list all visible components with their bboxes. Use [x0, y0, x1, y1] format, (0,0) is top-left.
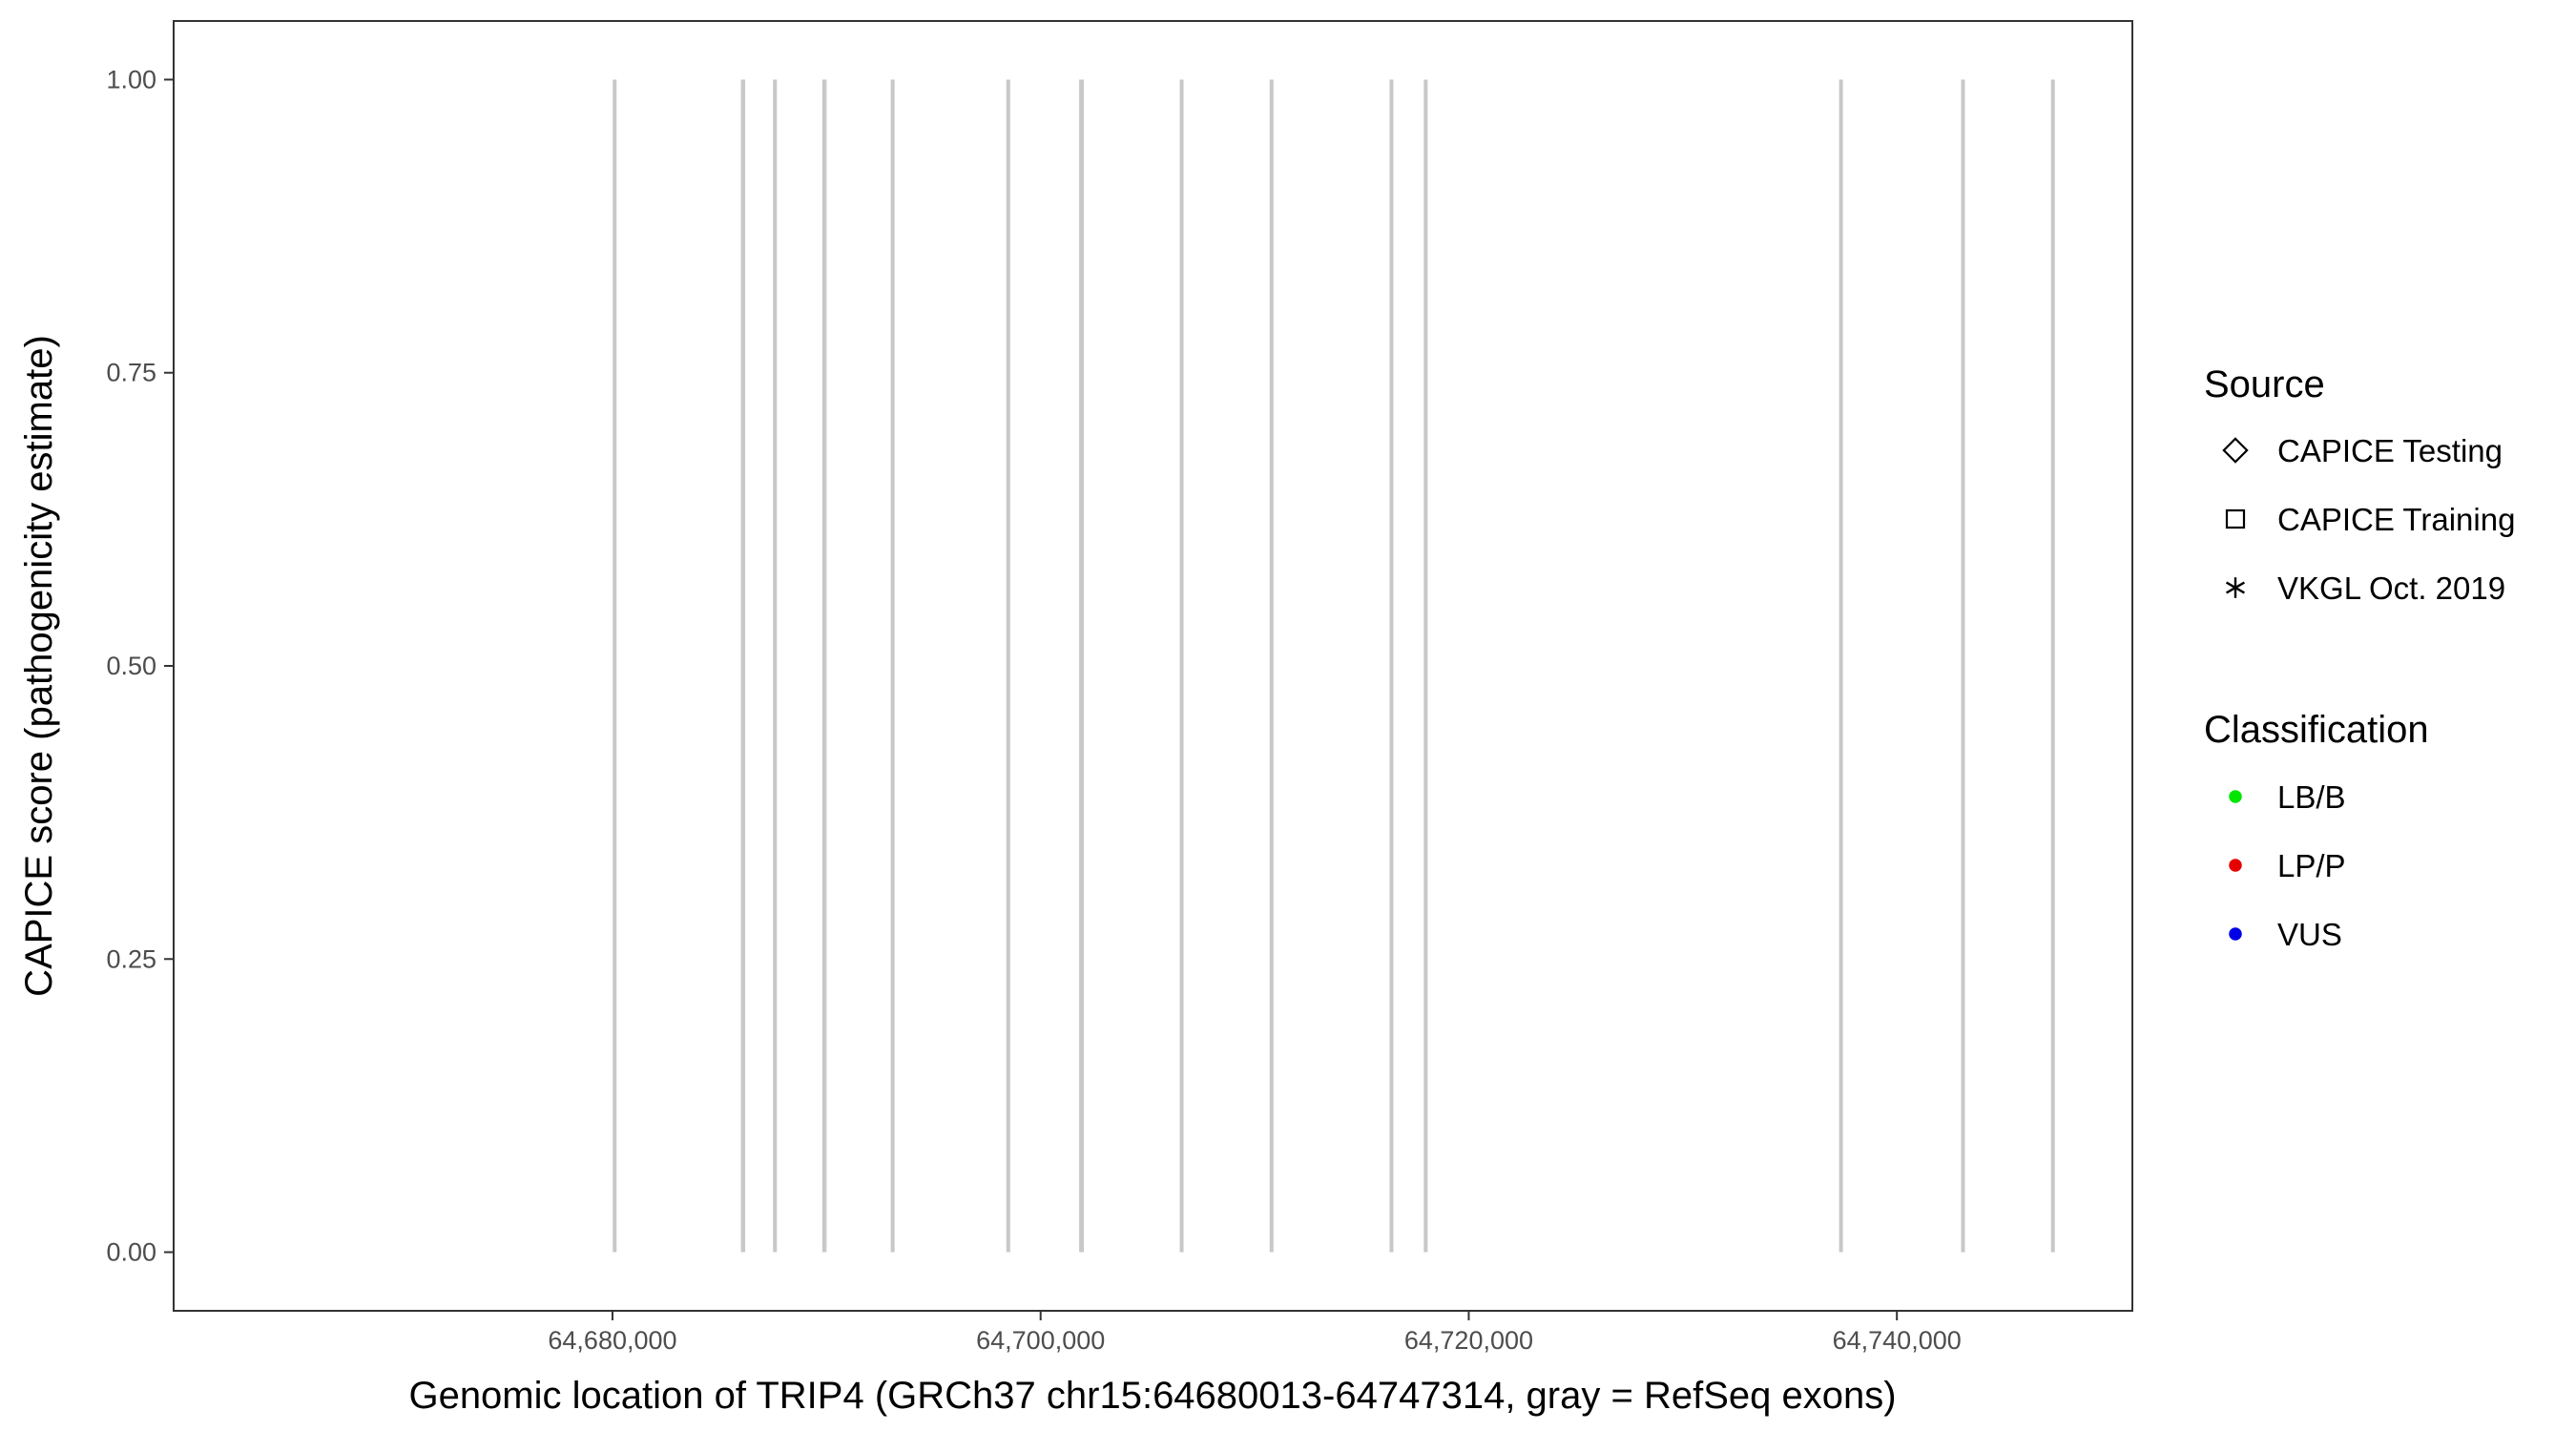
y-tick-label: 1.00 [106, 65, 156, 93]
legend-source-item: VKGL Oct. 2019 [2226, 570, 2505, 606]
exon-band [1179, 79, 1184, 1253]
legend-source-item: CAPICE Training [2225, 502, 2515, 537]
legend-source-label: CAPICE Training [2277, 502, 2515, 537]
legend-source: Source CAPICE Testing CAPICE Training VKGL… [2204, 363, 2515, 606]
y-tick-label: 0.25 [106, 944, 156, 973]
exon-band [1839, 79, 1843, 1253]
y-tick-label: 0.00 [106, 1238, 156, 1267]
x-tick-label: 64,680,000 [548, 1326, 676, 1355]
legend-source-key [2226, 577, 2245, 598]
x-tick-label: 64,740,000 [1833, 1326, 1962, 1355]
exon-bands [613, 79, 2055, 1253]
y-axis: 0.00 0.25 0.50 0.75 1.00 [106, 65, 174, 1267]
exon-band [1269, 79, 1274, 1253]
legend-source-title: Source [2204, 363, 2325, 405]
legend-classification: Classification LB/B LP/P VUS [2204, 709, 2429, 952]
y-tick-label: 0.50 [106, 652, 156, 680]
legend-source-item: CAPICE Testing [2222, 433, 2503, 468]
exon-band [821, 79, 827, 1253]
legend-source-label: VKGL Oct. 2019 [2277, 570, 2505, 606]
plot-background [174, 21, 2132, 1311]
legend-classification-key [2229, 859, 2242, 872]
x-tick-label: 64,700,000 [976, 1326, 1105, 1355]
exon-band [1079, 79, 1085, 1253]
legend-classification-title: Classification [2204, 709, 2429, 751]
legend-classification-key [2229, 790, 2242, 803]
exon-band [1389, 79, 1394, 1253]
legend-classification-label: VUS [2277, 917, 2342, 952]
x-axis-title: Genomic location of TRIP4 (GRCh37 chr15:… [408, 1375, 1896, 1417]
legend-source-key [2225, 508, 2246, 529]
exon-band [773, 79, 778, 1253]
x-tick-label: 64,720,000 [1404, 1326, 1533, 1355]
legend-source-key [2222, 437, 2249, 464]
legend-classification-item: VUS [2229, 917, 2342, 952]
exon-band [1961, 79, 1965, 1253]
legend-source-label: CAPICE Testing [2277, 433, 2503, 468]
exon-band [1423, 79, 1428, 1253]
y-tick-label: 0.75 [106, 359, 156, 387]
exon-band [740, 79, 746, 1253]
legend-classification-label: LB/B [2277, 779, 2346, 815]
legend-classification-key [2229, 927, 2242, 941]
legend-classification-label: LP/P [2277, 848, 2346, 883]
exon-band [613, 79, 617, 1253]
exon-band [1006, 79, 1010, 1253]
exon-band [2050, 79, 2055, 1253]
legend-classification-item: LP/P [2229, 848, 2346, 883]
exon-band [890, 79, 895, 1253]
y-axis-title: CAPICE score (pathogenicity estimate) [18, 335, 60, 997]
x-axis: 64,680,000 64,700,000 64,720,000 64,740,000 [548, 1311, 1962, 1355]
legend-classification-item: LB/B [2229, 779, 2346, 815]
